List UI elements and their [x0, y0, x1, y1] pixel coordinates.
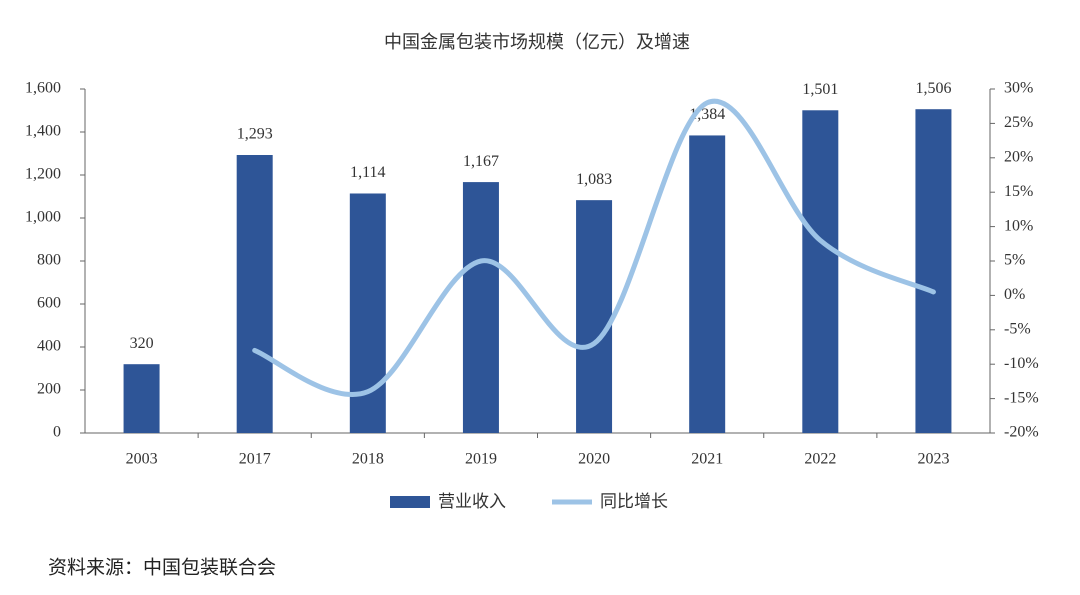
- y-tick-label: 1,000: [25, 209, 61, 226]
- bar: [123, 364, 160, 433]
- y2-tick-label: -10%: [1004, 355, 1039, 372]
- y2-tick-label: 20%: [1004, 148, 1033, 165]
- y2-tick-label: -15%: [1004, 389, 1039, 406]
- y-tick-label: 1,600: [25, 80, 61, 97]
- y-tick-label: 600: [37, 295, 61, 312]
- y2-tick-label: 5%: [1004, 252, 1025, 269]
- x-tick-label: 2019: [465, 451, 497, 468]
- bar: [689, 135, 726, 433]
- data-label: 1,167: [463, 153, 499, 170]
- y2-tick-label: -20%: [1004, 424, 1039, 441]
- y2-tick-label: 10%: [1004, 217, 1033, 234]
- source: 资料来源：中国包装联合会: [48, 557, 276, 579]
- bar: [236, 155, 273, 433]
- line: [252, 98, 936, 397]
- y-tick-label: 400: [37, 338, 61, 355]
- bar: [462, 182, 499, 433]
- data-label: 1,506: [915, 80, 951, 97]
- x-tick-label: 2017: [239, 451, 271, 468]
- y-tick-label: 0: [53, 424, 61, 441]
- bar: [802, 110, 839, 433]
- x-tick-label: 2022: [804, 451, 836, 468]
- y2-tick-label: 15%: [1004, 183, 1033, 200]
- bar: [349, 193, 386, 433]
- y-tick-label: 1,400: [25, 123, 61, 140]
- x-tick-label: 2023: [917, 451, 949, 468]
- y2-tick-label: 0%: [1004, 286, 1025, 303]
- y2-tick-label: 25%: [1004, 114, 1033, 131]
- x-tick-label: 2021: [691, 451, 723, 468]
- data-label: 1,501: [802, 81, 838, 98]
- y-tick-label: 200: [37, 381, 61, 398]
- data-label: 320: [130, 335, 154, 352]
- x-tick-label: 2018: [352, 451, 384, 468]
- legend-swatch: [390, 496, 430, 508]
- y2-tick-label: 30%: [1004, 80, 1033, 97]
- y-tick-label: 800: [37, 252, 61, 269]
- bar: [915, 109, 952, 434]
- x-tick-label: 2003: [126, 451, 158, 468]
- legend-label: 同比增长: [600, 492, 668, 512]
- legend-label: 营业收入: [438, 492, 506, 512]
- bar: [576, 200, 613, 433]
- x-tick-label: 2020: [578, 451, 610, 468]
- chart-title: 中国金属包装市场规模（亿元）及增速: [384, 32, 690, 53]
- y-tick-label: 1,200: [25, 166, 61, 183]
- data-label: 1,114: [350, 164, 385, 181]
- y2-tick-label: -5%: [1004, 320, 1031, 337]
- data-label: 1,293: [237, 126, 273, 143]
- data-label: 1,083: [576, 171, 612, 188]
